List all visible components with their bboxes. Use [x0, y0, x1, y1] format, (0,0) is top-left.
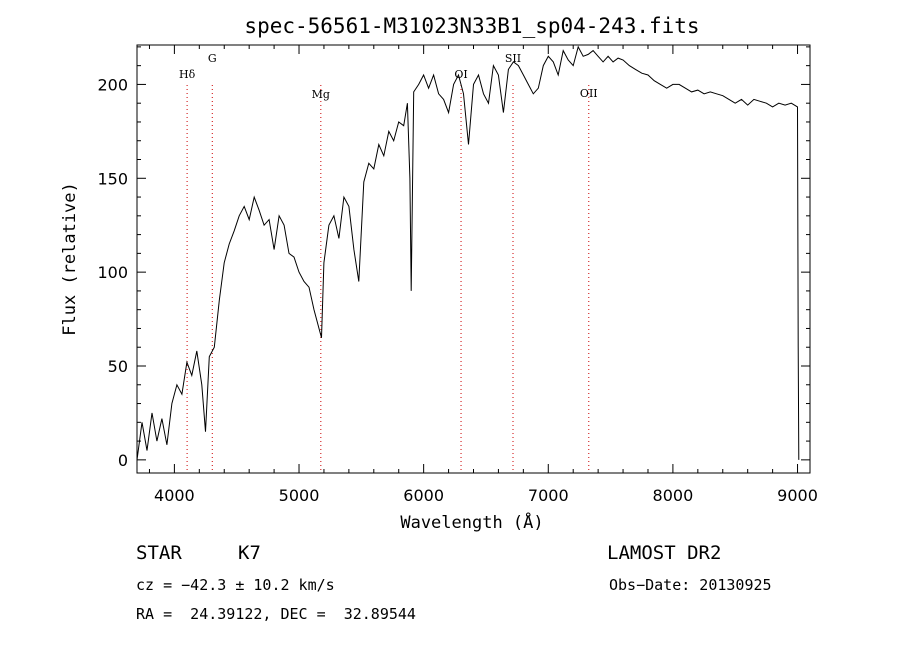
x-tick-label: 5000	[279, 486, 320, 505]
spectral-line-markers: Hδ G Mg OI SII OII	[179, 52, 598, 473]
marker-label-2: Mg	[312, 88, 330, 101]
observation-date: Obs−Date: 20130925	[609, 576, 772, 594]
plot-frame	[136, 44, 811, 474]
marker-label-5: OII	[580, 87, 598, 100]
y-axis-label: Flux (relative)	[60, 182, 80, 336]
x-tick-label: 8000	[653, 486, 694, 505]
marker-label-1: G	[208, 52, 217, 65]
y-tick-label: 0	[118, 451, 128, 470]
spectrum-line	[136, 45, 800, 460]
x-tick-label: 6000	[403, 486, 444, 505]
object-subclass: K7	[238, 542, 261, 564]
y-tick-label: 150	[97, 169, 128, 188]
y-tick-label: 50	[108, 357, 128, 376]
chart-title: spec-56561-M31023N33B1_sp04-243.fits	[244, 14, 699, 38]
redshift-cz: cz = −42.3 ± 10.2 km/s	[136, 576, 335, 594]
y-tick-label: 100	[97, 263, 128, 282]
x-tick-label: 4000	[154, 486, 195, 505]
marker-label-4: SII	[505, 52, 521, 65]
sky-coordinates: RA = 24.39122, DEC = 32.89544	[136, 605, 416, 623]
y-tick-label: 200	[97, 75, 128, 94]
marker-label-3: OI	[454, 68, 467, 81]
y-axis-ticks: 0 50 100 150 200	[97, 46, 810, 470]
x-axis-ticks: 4000 5000 6000 7000 8000 9000	[148, 45, 818, 505]
x-tick-label: 9000	[777, 486, 818, 505]
object-class: STAR	[136, 542, 182, 564]
x-tick-label: 7000	[528, 486, 569, 505]
survey-name: LAMOST DR2	[607, 542, 722, 564]
x-axis-label: Wavelength (Å)	[400, 511, 543, 533]
marker-label-0: Hδ	[179, 68, 196, 81]
